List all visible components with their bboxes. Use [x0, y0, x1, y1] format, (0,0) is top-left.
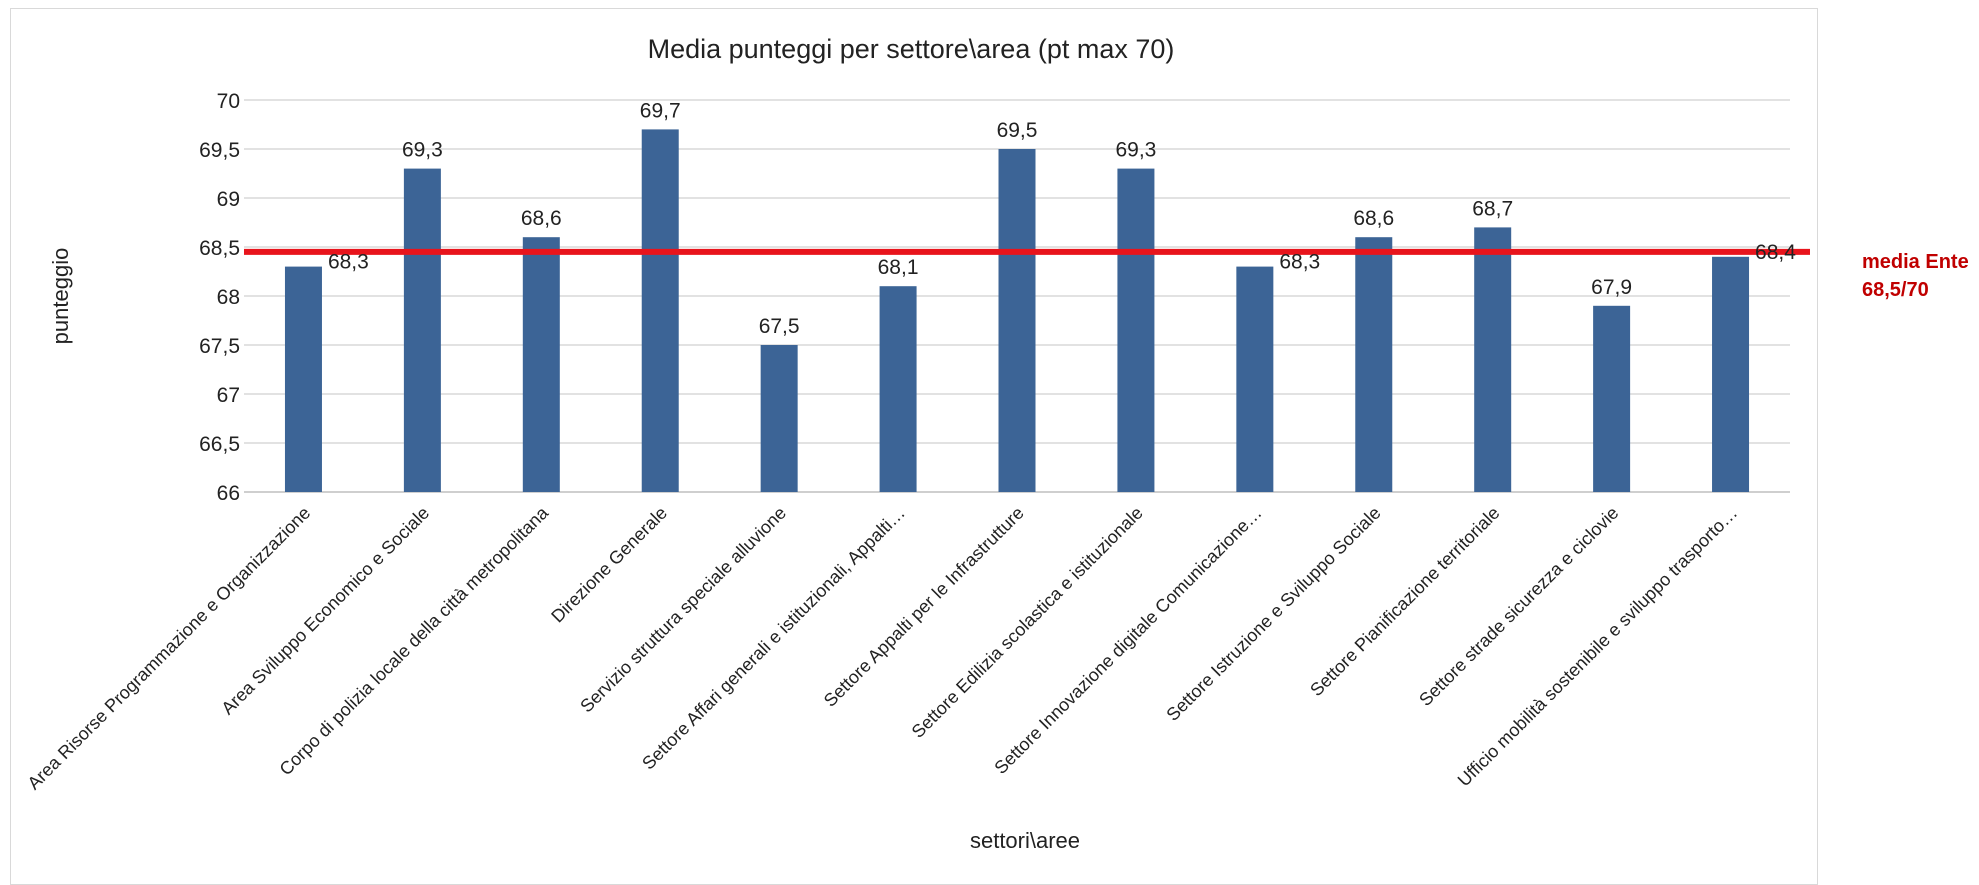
- y-tick-label: 66: [217, 482, 240, 505]
- data-label: 69,3: [402, 139, 443, 162]
- bar: [1117, 168, 1155, 492]
- bar: [1474, 227, 1512, 492]
- y-tick-label: 69: [217, 188, 240, 211]
- x-tick-label: Ufficio mobilità sostenibile e sviluppo …: [1454, 503, 1742, 791]
- chart-title: Media punteggi per settore\area (pt max …: [648, 34, 1175, 64]
- bar: [1593, 305, 1631, 492]
- data-label: 68,3: [1279, 251, 1320, 274]
- x-axis-title: settori\aree: [970, 828, 1080, 853]
- bar: [403, 168, 441, 492]
- x-tick-label: Direzione Generale: [547, 503, 671, 627]
- x-tick-label: Settore Appalti per le Infrastrutture: [820, 503, 1028, 711]
- x-tick-labels: Area Risorse Programmazione e Organizzaz…: [24, 502, 1742, 793]
- data-label: 68,1: [878, 256, 919, 279]
- y-tick-label: 66,5: [199, 433, 240, 456]
- y-tick-label: 70: [217, 90, 240, 113]
- bars: [284, 129, 1750, 492]
- data-label: 68,6: [521, 207, 562, 230]
- x-tick-label: Settore Innovazione digitale Comunicazio…: [990, 503, 1265, 778]
- data-label: 68,4: [1755, 241, 1796, 264]
- bar: [641, 129, 679, 492]
- x-tick-label: Settore Affari generali e istituzionali,…: [638, 503, 909, 774]
- bar: [1236, 266, 1274, 492]
- y-tick-label: 68,5: [199, 237, 240, 260]
- data-label: 67,5: [759, 315, 800, 338]
- bar: [879, 286, 917, 492]
- y-tick-label: 67: [217, 384, 240, 407]
- data-labels: 68,3 69,3 68,6 69,7 67,5 68,1 69,5 69,3 68,3 68,6…: [328, 99, 1796, 338]
- data-label: 67,9: [1591, 276, 1632, 299]
- x-tick-label: Servizio struttura speciale alluvione: [576, 503, 790, 717]
- y-tick-label: 68: [217, 286, 240, 309]
- bar: [998, 149, 1036, 492]
- x-tick-label: Settore strade sicurezza e ciclovie: [1415, 503, 1622, 710]
- y-tick-labels: 66 66,5 67 67,5 68 68,5 69 69,5 70: [199, 90, 240, 505]
- y-tick-label: 69,5: [199, 139, 240, 162]
- x-tick-label: Settore Edilizia scolastica e istituzion…: [908, 503, 1147, 742]
- bar: [760, 345, 798, 492]
- x-tick-label: Corpo di polizia locale della città metr…: [276, 502, 553, 779]
- bar: [1355, 237, 1393, 492]
- bar: [1712, 256, 1750, 492]
- reference-line-label-name: media Ente: [1862, 251, 1969, 273]
- x-tick-label: Settore Pianificazione territoriale: [1306, 503, 1503, 700]
- data-label: 69,3: [1115, 139, 1156, 162]
- data-label: 68,6: [1353, 207, 1394, 230]
- reference-line-label-value: 68,5/70: [1862, 279, 1929, 301]
- x-tick-label: Settore Istruzione e Sviluppo Sociale: [1162, 503, 1384, 725]
- x-tick-label: Area Sviluppo Economico e Sociale: [217, 503, 433, 719]
- reference-line-label: media Ente 68,5/70: [1862, 248, 1969, 304]
- bar: [284, 266, 322, 492]
- data-label: 69,5: [997, 119, 1038, 142]
- data-label: 69,7: [640, 99, 681, 122]
- data-label: 68,7: [1472, 197, 1513, 220]
- bar: [522, 237, 560, 492]
- y-tick-label: 67,5: [199, 335, 240, 358]
- data-label: 68,3: [328, 251, 369, 274]
- x-tick-label: Area Risorse Programmazione e Organizzaz…: [24, 503, 315, 794]
- y-axis-title: punteggio: [48, 248, 73, 345]
